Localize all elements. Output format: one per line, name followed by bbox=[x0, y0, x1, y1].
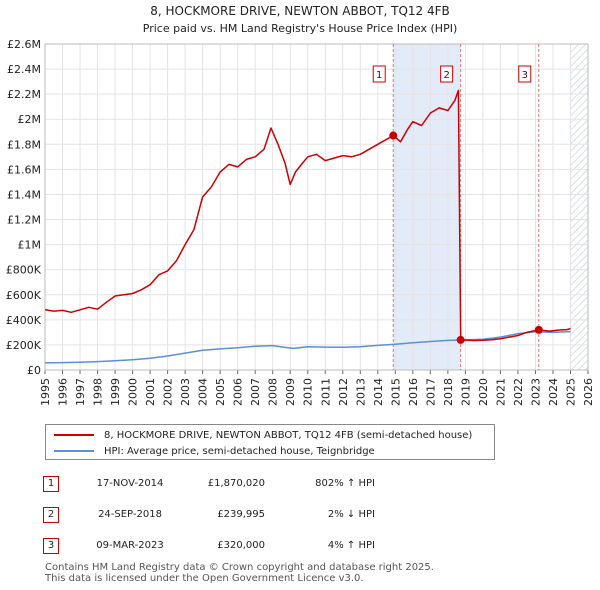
y-tick-label: £800K bbox=[6, 264, 42, 277]
x-tick-label: 2019 bbox=[459, 378, 472, 406]
legend-swatch-property bbox=[54, 434, 94, 436]
x-tick-label: 2001 bbox=[144, 378, 157, 406]
property-price-line bbox=[44, 89, 571, 342]
hpi-line bbox=[44, 330, 571, 364]
marker-badge: 2 bbox=[43, 507, 59, 523]
transaction-price: £239,995 bbox=[217, 509, 265, 520]
marker-label-box bbox=[440, 65, 454, 83]
sale-point bbox=[456, 335, 465, 344]
marker-label: 1 bbox=[376, 70, 382, 81]
sale-point bbox=[534, 325, 543, 334]
x-tick-label: 2003 bbox=[179, 378, 192, 406]
y-tick-label: £2M bbox=[18, 113, 42, 126]
marker-label: 3 bbox=[522, 70, 528, 81]
x-tick-label: 2007 bbox=[249, 378, 262, 406]
y-tick-label: £1.6M bbox=[7, 163, 41, 176]
transaction-date: 24-SEP-2018 bbox=[98, 509, 162, 520]
x-tick-label: 2026 bbox=[582, 378, 595, 406]
table-row: 3 09-MAR-2023 £320,000 4% ↑ HPI bbox=[40, 534, 580, 556]
transaction-date: 09-MAR-2023 bbox=[96, 540, 164, 551]
x-tick-label: 2024 bbox=[547, 378, 560, 406]
table-row: 1 17-NOV-2014 £1,870,020 802% ↑ HPI bbox=[40, 472, 580, 494]
x-tick-label: 2015 bbox=[389, 378, 402, 406]
x-tick-label: 2017 bbox=[424, 378, 437, 406]
x-tick-label: 2012 bbox=[337, 378, 350, 406]
y-tick-label: £200K bbox=[6, 339, 42, 352]
x-tick-label: 1999 bbox=[109, 378, 122, 406]
x-tick-label: 2021 bbox=[494, 378, 507, 406]
chart-subtitle: Price paid vs. HM Land Registry's House … bbox=[143, 22, 458, 35]
x-tick-label: 1996 bbox=[57, 378, 70, 406]
y-tick-label: £400K bbox=[6, 314, 42, 327]
x-tick-label: 2008 bbox=[267, 378, 280, 406]
transaction-hpi: 802% ↑ HPI bbox=[315, 478, 375, 489]
table-row: 2 24-SEP-2018 £239,995 2% ↓ HPI bbox=[40, 503, 580, 525]
x-tick-label: 2014 bbox=[372, 378, 385, 406]
y-tick-label: £0 bbox=[27, 364, 41, 377]
y-tick-label: £1.4M bbox=[7, 188, 41, 201]
y-tick-label: £2.4M bbox=[7, 63, 41, 76]
y-tick-label: £2.6M bbox=[7, 38, 41, 51]
sale-point bbox=[389, 131, 398, 140]
y-tick-label: £2.2M bbox=[7, 88, 41, 101]
marker-label: 2 bbox=[443, 70, 449, 81]
legend-item-hpi: HPI: Average price, semi-detached house,… bbox=[54, 443, 375, 459]
legend: 8, HOCKMORE DRIVE, NEWTON ABBOT, TQ12 4F… bbox=[45, 424, 495, 460]
y-tick-label: £1.2M bbox=[7, 214, 41, 227]
x-tick-label: 2025 bbox=[564, 378, 577, 406]
marker-label-box bbox=[518, 65, 532, 83]
y-tick-label: £1.8M bbox=[7, 138, 41, 151]
x-tick-label: 2020 bbox=[477, 378, 490, 406]
x-tick-label: 2010 bbox=[302, 378, 315, 406]
plot-border bbox=[44, 43, 589, 371]
legend-label-hpi: HPI: Average price, semi-detached house,… bbox=[104, 445, 375, 457]
shaded-range bbox=[393, 44, 461, 370]
price-chart: 8, HOCKMORE DRIVE, NEWTON ABBOT, TQ12 4F… bbox=[6, 4, 595, 406]
x-tick-label: 2022 bbox=[512, 378, 525, 406]
y-tick-label: £1M bbox=[18, 239, 42, 252]
marker-label-box bbox=[372, 65, 386, 83]
x-tick-label: 2018 bbox=[442, 378, 455, 406]
x-tick-label: 2006 bbox=[232, 378, 245, 406]
legend-swatch-hpi bbox=[54, 450, 94, 452]
x-tick-label: 2011 bbox=[319, 378, 332, 406]
plot-background bbox=[45, 44, 588, 370]
legend-label-property: 8, HOCKMORE DRIVE, NEWTON ABBOT, TQ12 4F… bbox=[104, 429, 473, 441]
legend-item-property: 8, HOCKMORE DRIVE, NEWTON ABBOT, TQ12 4F… bbox=[54, 427, 472, 443]
marker-badge: 3 bbox=[43, 538, 59, 554]
x-tick-label: 2000 bbox=[127, 378, 140, 406]
x-tick-label: 1997 bbox=[74, 378, 87, 406]
x-tick-label: 1995 bbox=[39, 378, 52, 406]
x-tick-label: 2002 bbox=[162, 378, 175, 406]
footer-attribution: Contains HM Land Registry data © Crown c… bbox=[45, 562, 434, 584]
chart-title: 8, HOCKMORE DRIVE, NEWTON ABBOT, TQ12 4F… bbox=[150, 4, 450, 18]
y-tick-label: £600K bbox=[6, 289, 42, 302]
x-tick-label: 2013 bbox=[354, 378, 367, 406]
transaction-price: £1,870,020 bbox=[207, 478, 265, 489]
footer-line-2: This data is licensed under the Open Gov… bbox=[45, 573, 364, 584]
x-tick-label: 2016 bbox=[407, 378, 420, 406]
transaction-price: £320,000 bbox=[217, 540, 265, 551]
x-tick-label: 1998 bbox=[92, 378, 105, 406]
hatched-future-area bbox=[570, 44, 588, 370]
marker-badge: 1 bbox=[43, 476, 59, 492]
transaction-date: 17-NOV-2014 bbox=[96, 478, 164, 489]
transaction-hpi: 4% ↑ HPI bbox=[327, 540, 375, 551]
x-tick-label: 2023 bbox=[529, 378, 542, 406]
x-tick-label: 2005 bbox=[214, 378, 227, 406]
footer-line-1: Contains HM Land Registry data © Crown c… bbox=[45, 562, 434, 573]
transaction-hpi: 2% ↓ HPI bbox=[327, 509, 375, 520]
x-tick-label: 2004 bbox=[197, 378, 210, 406]
x-tick-label: 2009 bbox=[284, 378, 297, 406]
